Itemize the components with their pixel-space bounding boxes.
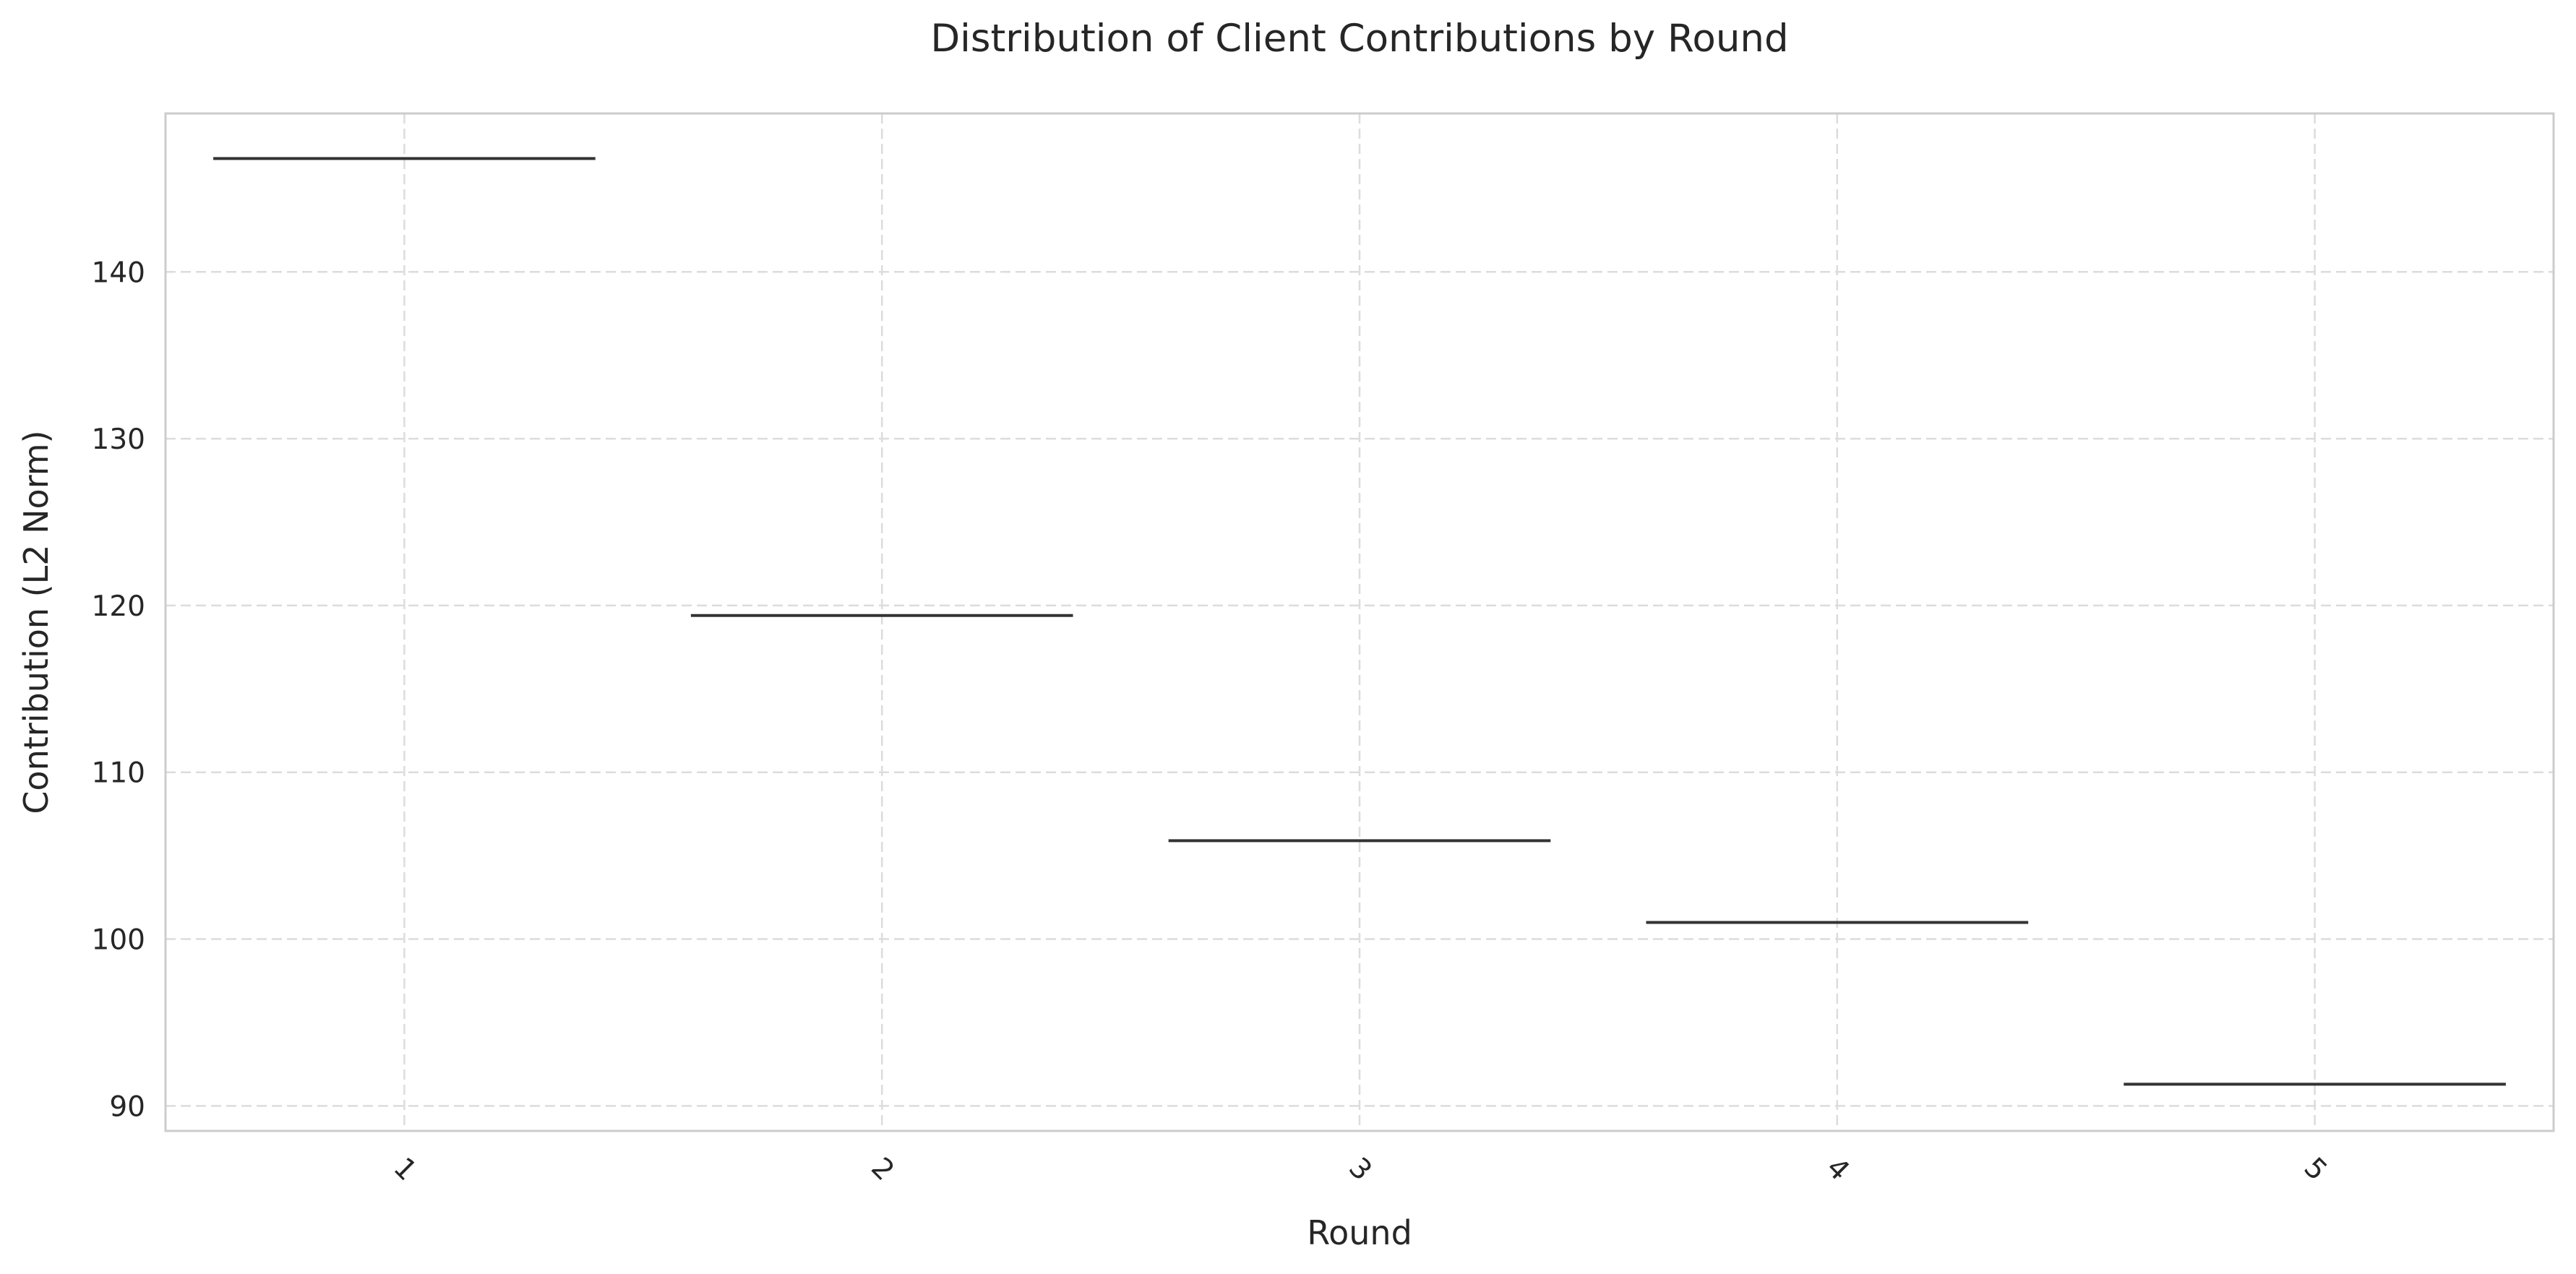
- x-tick-label-2: 2: [864, 1151, 900, 1187]
- x-tick-label-1: 1: [387, 1151, 423, 1187]
- x-axis-ticks: 1 2 3 4 5: [387, 1151, 2334, 1187]
- y-axis-ticks: 90 100 110 120 130 140: [92, 257, 145, 1123]
- y-tick-label: 120: [92, 590, 145, 623]
- x-tick-label-4: 4: [1820, 1151, 1855, 1187]
- y-tick-label: 100: [92, 924, 145, 957]
- y-tick-label: 110: [92, 757, 145, 790]
- x-axis-label: Round: [1307, 1213, 1412, 1252]
- plot-area-frame: [164, 112, 2555, 1132]
- y-tick-label: 140: [92, 257, 145, 289]
- x-tick-label-5: 5: [2298, 1151, 2333, 1187]
- median-layer: [213, 157, 2506, 1086]
- x-tick-label-3: 3: [1342, 1151, 1378, 1187]
- grid-layer: [166, 113, 2554, 1131]
- y-tick-label: 130: [92, 423, 145, 456]
- y-tick-label: 90: [109, 1090, 145, 1123]
- y-axis-label: Contribution (L2 Norm): [17, 430, 56, 814]
- chart-title: Distribution of Client Contributions by …: [930, 17, 1788, 61]
